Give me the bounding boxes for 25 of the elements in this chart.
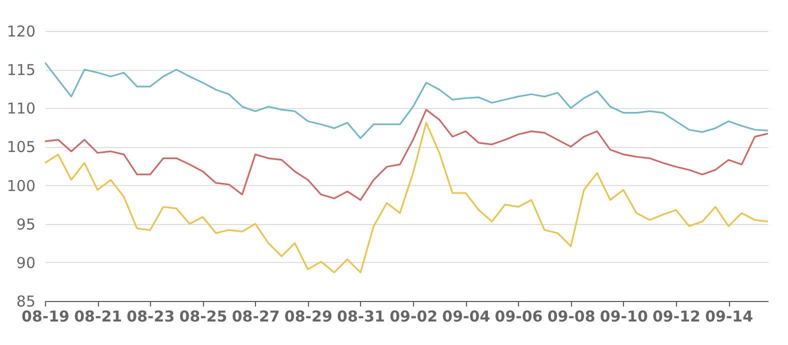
y-tick-label: 85 bbox=[16, 292, 36, 310]
x-tick-label: 09-04 bbox=[442, 308, 490, 326]
y-tick-label: 115 bbox=[6, 61, 36, 80]
line-series bbox=[45, 62, 768, 140]
line-series bbox=[45, 108, 768, 201]
y-tick-label: 100 bbox=[6, 176, 36, 195]
x-tick-label: 09-14 bbox=[705, 308, 754, 326]
x-tick-label: 08-27 bbox=[232, 308, 280, 326]
y-tick-label: 110 bbox=[6, 100, 36, 118]
x-tick-label: 09-12 bbox=[652, 308, 700, 326]
y-tick-label: 120 bbox=[6, 22, 36, 40]
x-tick-label: 09-10 bbox=[600, 308, 648, 326]
x-tick-label: 09-02 bbox=[390, 308, 438, 326]
x-tick-label: 08-31 bbox=[337, 308, 385, 326]
x-tick-label: 08-19 bbox=[22, 308, 70, 326]
x-tick-label: 08-29 bbox=[284, 308, 332, 326]
y-tick-label: 105 bbox=[6, 138, 36, 156]
x-tick-label: 09-08 bbox=[547, 308, 596, 326]
y-tick-label: 90 bbox=[16, 254, 36, 272]
y-tick-label: 95 bbox=[16, 215, 36, 234]
x-tick-label: 08-21 bbox=[74, 308, 122, 326]
x-tick-label: 08-25 bbox=[179, 308, 228, 326]
x-tick-label: 09-06 bbox=[494, 308, 543, 326]
x-tick-label: 08-23 bbox=[126, 308, 175, 326]
line-series bbox=[45, 122, 768, 274]
